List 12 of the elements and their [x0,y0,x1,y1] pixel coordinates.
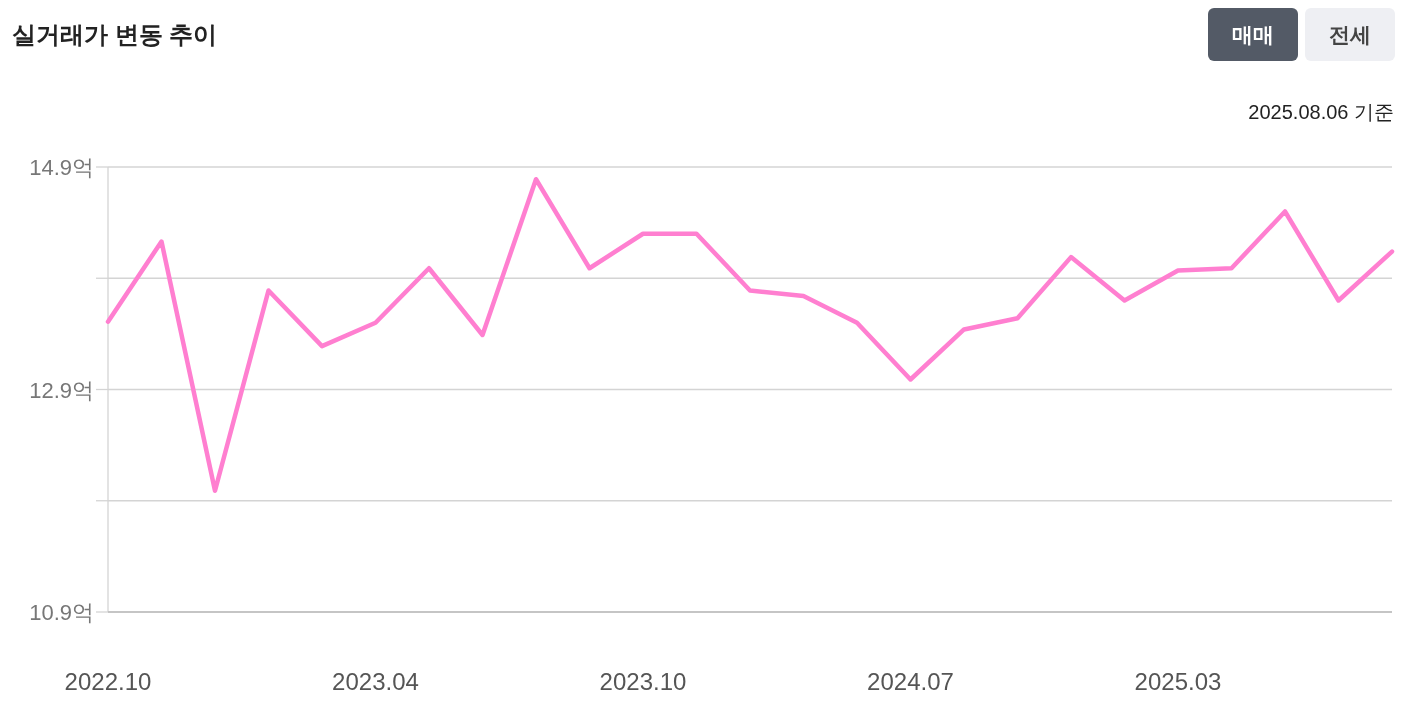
x-tick-label: 2023.10 [599,668,687,695]
x-tick-label: 2022.10 [64,668,152,695]
chart-title: 실거래가 변동 추이 [12,21,218,48]
x-tick-label: 2024.07 [867,668,954,695]
x-tick-label: 2023.04 [332,668,419,695]
y-tick-label: 10.9억 [29,600,94,625]
text: 2025.08.06 기준 [1248,101,1394,123]
button: 전세 [1305,8,1395,61]
button: 매매 [1208,8,1298,61]
x-tick-label: 2025.03 [1134,668,1222,695]
y-tick-label: 14.9억 [29,155,94,180]
y-tick-label: 12.9억 [29,377,94,403]
